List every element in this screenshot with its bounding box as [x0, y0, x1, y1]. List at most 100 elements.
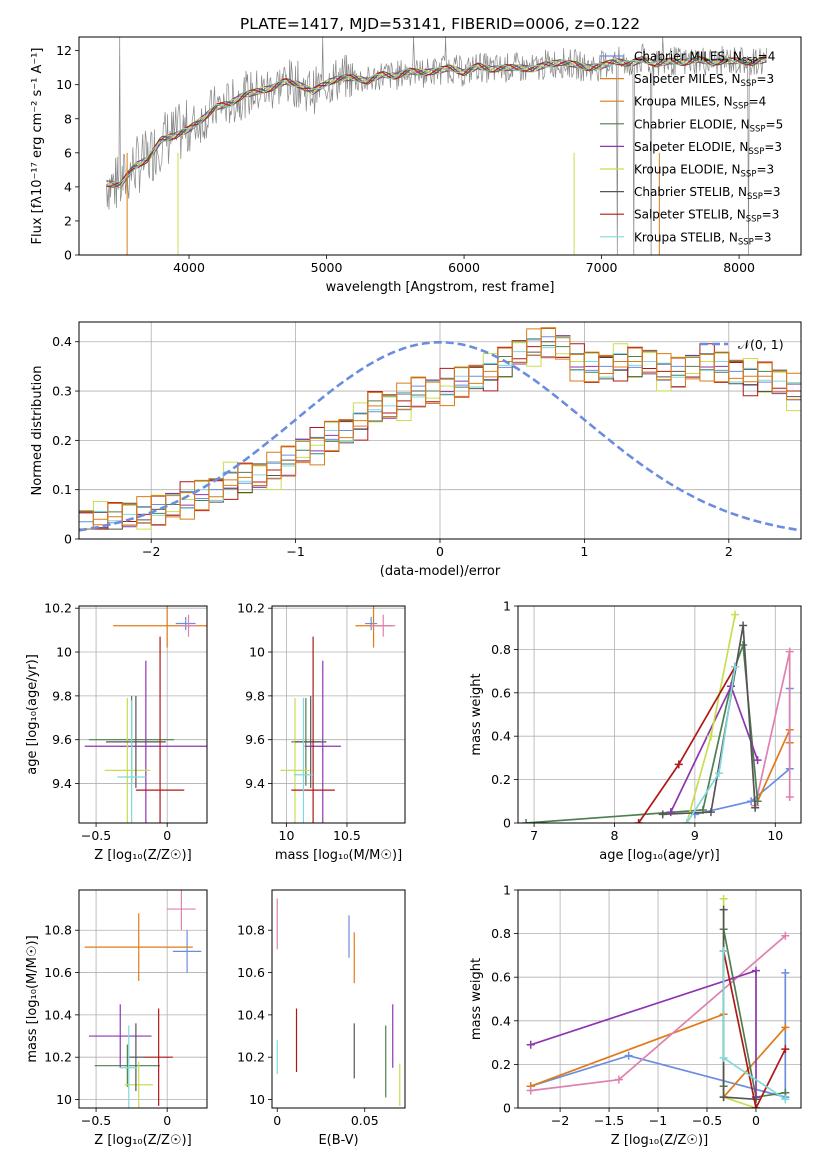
age-vs-mass-panel: 10 10.5 9.4 9.6 9.8 10 10.2 mass [log₁₀(M/M☉)] — [237, 601, 406, 863]
y-tick-label: 4 — [64, 179, 72, 194]
mass-weight-marker — [781, 1095, 790, 1104]
mass-weight-marker — [719, 905, 728, 914]
x-tick-label: 7000 — [586, 260, 618, 275]
error-bar-point — [291, 636, 335, 823]
error-bar-point — [106, 695, 166, 788]
mass-weight-vs-Z-panel: −2 −1.5 −1 −0.5 0 0 0.2 0.4 0.6 0.8 1 Z [log₁₀(Z/Z☉… — [469, 883, 802, 1148]
mass-weight-marker — [719, 1093, 728, 1102]
error-bar-point — [113, 606, 207, 648]
x-tick-label: 4000 — [173, 260, 205, 275]
age-vs-Z-plot-area — [84, 606, 207, 823]
mass-vs-EBV-panel: 0 0.05 10 10.2 10.4 10.6 10.8 E(B-V) — [237, 889, 406, 1148]
y-tick-label: 0.2 — [491, 1057, 511, 1072]
y-tick-label: 0 — [503, 816, 511, 831]
x-tick-label: −0.5 — [81, 828, 111, 843]
mass-weight-marker — [751, 966, 760, 975]
y-tick-label: 0.6 — [491, 685, 511, 700]
y-tick-label: 10.2 — [237, 601, 265, 616]
spectrum-plot-area — [106, 37, 767, 255]
axes-frame — [517, 889, 802, 1109]
error-bar-point — [371, 614, 396, 637]
mass-weight-line — [530, 972, 787, 1099]
error-bar-point — [84, 913, 193, 982]
y-tick-label: 10 — [56, 1092, 72, 1107]
x-tick-label: 10 — [279, 828, 295, 843]
histogram-step — [79, 328, 801, 539]
mass-weight-marker — [666, 808, 675, 817]
mass-weight-marker — [706, 732, 715, 741]
x-tick-label: 0 — [273, 1113, 281, 1128]
spectrum-data-line — [106, 37, 767, 255]
y-tick-label: 9.6 — [245, 732, 265, 747]
error-bar-point — [280, 698, 310, 823]
error-bar-point — [365, 616, 378, 631]
x-axis-label: mass [log₁₀(M/M☉)] — [275, 848, 402, 863]
mass-weight-marker — [781, 968, 790, 977]
mass-weight-marker — [714, 769, 723, 778]
legend-entry: Kroupa STELIB, NSSP=3 — [634, 230, 772, 247]
x-tick-label: 8000 — [723, 260, 755, 275]
x-tick-label: 9 — [691, 828, 699, 843]
y-tick-label: 9.6 — [52, 732, 72, 747]
spectrum-panel: 4000 5000 6000 7000 8000 0 2 4 6 8 10 12 wavelength … — [30, 36, 802, 295]
x-tick-label: 7 — [530, 828, 538, 843]
y-tick-label: 6 — [64, 145, 72, 160]
mass-weight-marker — [785, 647, 794, 656]
mass-weight-marker — [624, 1051, 633, 1060]
y-tick-label: 10.4 — [237, 1007, 265, 1022]
x-tick-label: 10 — [767, 828, 783, 843]
y-tick-label: 10 — [56, 645, 72, 660]
mass-weight-marker — [526, 1040, 535, 1049]
mass-weight-marker — [731, 610, 740, 619]
model-line — [106, 56, 767, 186]
age-vs-Z-panel: −0.5 0 9.4 9.6 9.8 10 10.2 Z [log₁₀(Z/Z☉)] age [… — [25, 601, 208, 863]
y-tick-label: 10 — [249, 1092, 265, 1107]
x-axis-label: Z [log₁₀(Z/Z☉)] — [94, 1133, 191, 1148]
mass-weight-vs-Z-plot-area — [526, 894, 790, 1108]
mass-weight-line — [525, 644, 759, 823]
x-tick-label: −1 — [286, 544, 304, 559]
axes-frame — [78, 605, 208, 824]
error-bar-point — [94, 1044, 161, 1087]
figure-title: PLATE=1417, MJD=53141, FIBERID=0006, z=0… — [240, 15, 640, 33]
mass-weight-marker — [706, 808, 715, 817]
y-tick-label: 10.4 — [44, 1007, 72, 1022]
error-bar-point — [127, 1023, 145, 1092]
y-tick-label: 0.2 — [52, 433, 72, 448]
error-bar-point — [304, 660, 341, 823]
y-tick-label: 8 — [64, 111, 72, 126]
x-axis-label: wavelength [Angstrom, rest frame] — [326, 280, 555, 295]
error-bar-point — [135, 636, 185, 823]
y-tick-label: 1 — [503, 883, 511, 898]
x-tick-label: −0.5 — [692, 1113, 722, 1128]
spectrum-legend: Chabrier MILES, NSSP=4 Salpeter MILES, NS… — [600, 50, 783, 247]
legend-entry: Kroupa MILES, NSSP=4 — [634, 95, 766, 112]
error-bar-point — [84, 660, 207, 823]
mass-weight-marker — [739, 621, 748, 630]
mass-weight-marker — [731, 662, 740, 671]
x-tick-label: 0 — [436, 544, 444, 559]
y-tick-label: 0 — [64, 532, 72, 547]
error-bar-point — [104, 698, 151, 823]
x-tick-label: 6000 — [448, 260, 480, 275]
y-tick-label: 10.8 — [44, 923, 72, 938]
error-bar-point — [120, 1025, 138, 1108]
model-line — [106, 55, 767, 189]
y-tick-label: 0.4 — [491, 729, 511, 744]
mass-weight-marker — [522, 819, 531, 823]
mass-weight-marker — [634, 819, 643, 823]
x-tick-label: 8 — [611, 828, 619, 843]
y-tick-label: 9.4 — [52, 776, 72, 791]
axes-frame — [517, 605, 802, 824]
x-axis-label: age [log₁₀(age/yr)] — [599, 848, 720, 863]
legend-entry: Salpeter ELODIE, NSSP=3 — [634, 140, 782, 157]
residuals-panel: −2 −1 0 1 2 0 0.1 0.2 0.3 0.4 (data-model)/error No… — [30, 321, 802, 579]
y-tick-label: 9.4 — [245, 776, 265, 791]
legend-entry: Kroupa ELODIE, NSSP=3 — [634, 163, 774, 180]
y-tick-label: 10.2 — [237, 1050, 265, 1065]
error-bar-point — [172, 930, 202, 973]
x-tick-label: −2 — [551, 1113, 569, 1128]
normal-curve — [79, 340, 801, 532]
x-tick-label: 0 — [163, 1113, 171, 1128]
